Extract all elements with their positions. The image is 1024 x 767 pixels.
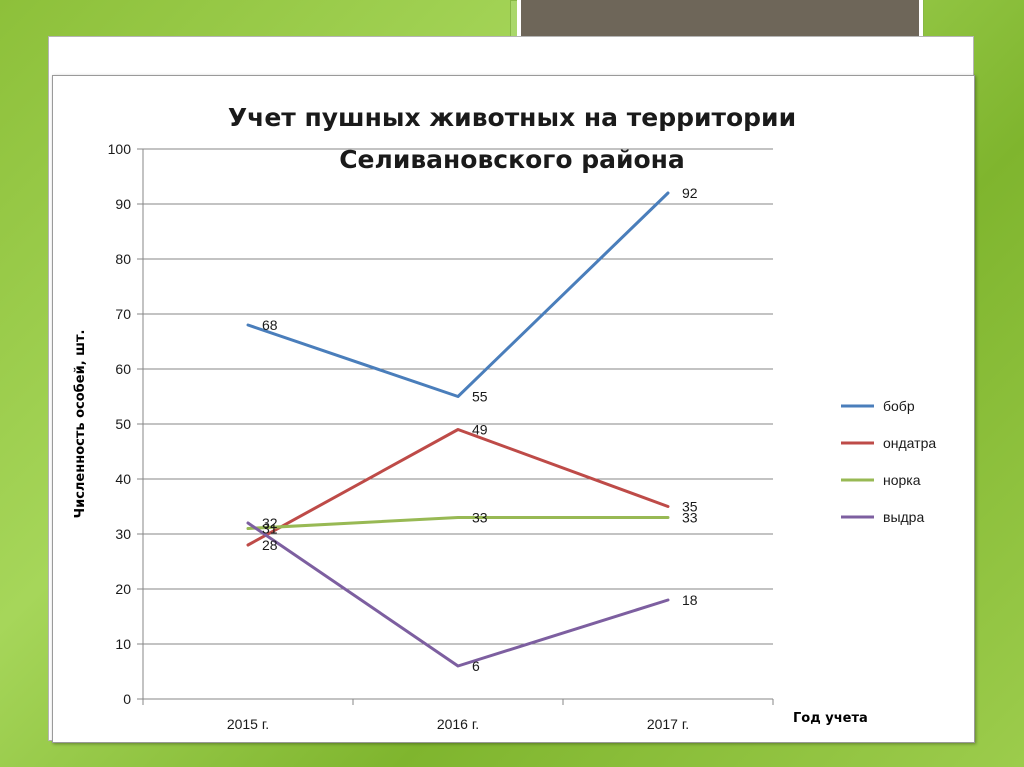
y-tick-label: 100	[108, 141, 132, 157]
data-label: 35	[682, 499, 698, 515]
data-label: 18	[682, 592, 698, 608]
x-axis-ticks: 2015 г. 2016 г. 2017 г.	[142, 699, 774, 732]
x-tick-label: 2016 г.	[437, 716, 479, 732]
y-tick-label: 80	[115, 251, 131, 267]
y-tick-label: 10	[115, 636, 131, 652]
data-label: 55	[472, 389, 488, 405]
x-axis-title: Год учета	[793, 711, 868, 726]
data-label: 92	[682, 185, 698, 201]
series-line-выдра	[246, 521, 670, 668]
data-label: 6	[472, 658, 480, 674]
data-label: 33	[682, 510, 698, 526]
series-line-бобр	[246, 191, 670, 398]
legend-label: норка	[883, 472, 921, 488]
series-lines	[246, 191, 670, 668]
line-chart: Учет пушных животных на территории Селив…	[73, 103, 936, 732]
legend-label: бобр	[883, 398, 915, 414]
y-tick-label: 30	[115, 526, 131, 542]
data-label: 32	[262, 515, 278, 531]
y-axis-ticks: 0 10 20 30 40 50 60 70 80 90 100	[108, 141, 143, 707]
y-tick-label: 20	[115, 581, 131, 597]
x-tick-label: 2015 г.	[227, 716, 269, 732]
chart-title-line-1: Учет пушных животных на территории	[228, 103, 796, 132]
legend-label: ондатра	[883, 435, 936, 451]
x-tick-label: 2017 г.	[647, 716, 689, 732]
y-tick-label: 0	[123, 691, 131, 707]
y-tick-label: 50	[115, 416, 131, 432]
data-labels: 68 55 92 28 49 35 31 33 33 32 6 18	[262, 185, 698, 674]
legend-label: выдра	[883, 509, 924, 525]
gridlines	[142, 148, 773, 700]
series-line-ондатра	[246, 428, 670, 547]
data-label: 31	[262, 521, 278, 537]
data-label: 68	[262, 317, 278, 333]
data-label: 33	[472, 510, 488, 526]
chart-area: Учет пушных животных на территории Селив…	[52, 75, 975, 743]
series-line-норка	[246, 516, 670, 530]
y-tick-label: 90	[115, 196, 131, 212]
y-axis-title: Численность особей, шт.	[73, 330, 88, 519]
legend: бобр ондатра норка выдра	[841, 398, 936, 525]
y-tick-label: 60	[115, 361, 131, 377]
chart-title-line-2: Селивановского района	[339, 145, 685, 174]
data-label: 49	[472, 422, 488, 438]
y-tick-label: 70	[115, 306, 131, 322]
data-label: 28	[262, 537, 278, 553]
y-tick-label: 40	[115, 471, 131, 487]
